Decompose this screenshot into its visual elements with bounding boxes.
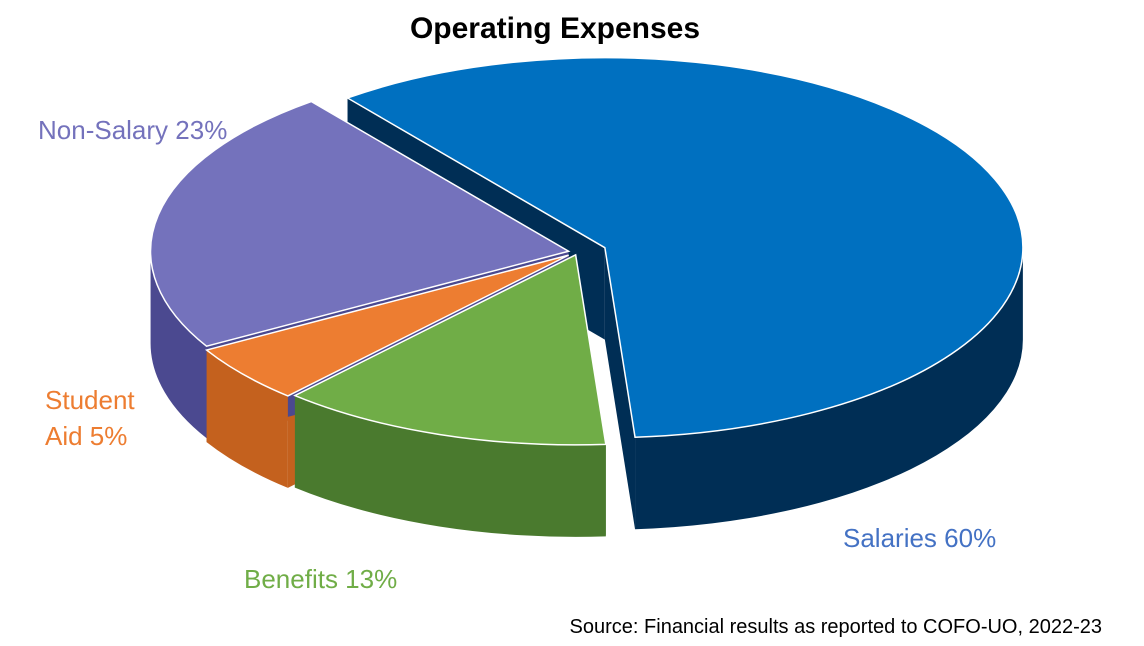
salaries-slice [345,56,1024,438]
label-benefits: Benefits 13% [244,564,398,594]
chart-title: Operating Expenses [409,12,701,45]
benefits-slice [293,253,607,446]
benefits-side-wall [294,395,606,537]
label-salaries: Salaries 60% [843,523,997,553]
label-non-salary: Non-Salary 23% [38,115,228,145]
label-student-aid-line2: Aid 5% [45,421,128,451]
student-aid-slice [204,254,569,397]
salaries-cut-face-1 [604,247,636,530]
non-salary-slice [149,100,571,347]
salaries-side-wall [635,247,1023,530]
label-student-aid-line1: Student [45,385,135,415]
non-salary-side-wall [150,251,207,439]
student-aid-side-wall [206,350,288,488]
source-note: Source: Financial results as reported to… [569,616,1102,638]
